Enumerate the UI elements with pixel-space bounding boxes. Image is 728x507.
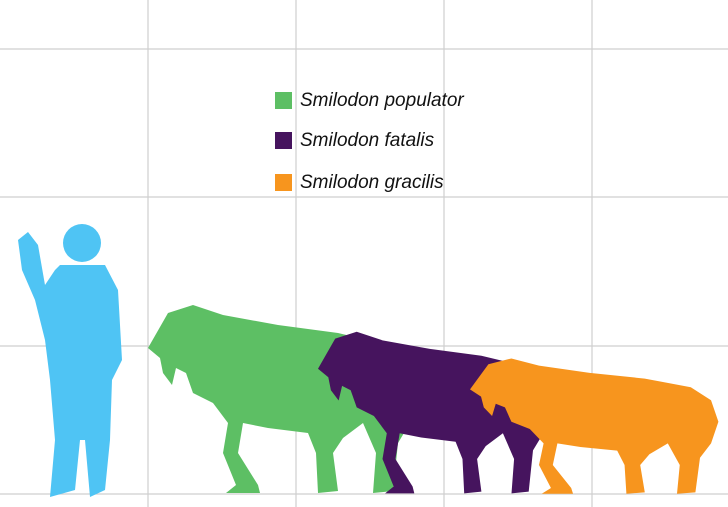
legend-swatch	[275, 92, 292, 109]
human-body	[18, 232, 122, 497]
human-head	[63, 224, 101, 262]
human-silhouette	[18, 224, 122, 497]
legend-label: Smilodon fatalis	[300, 130, 435, 151]
legend-swatch	[275, 174, 292, 191]
legend: Smilodon populator Smilodon fatalis Smilod…	[275, 90, 464, 193]
legend-swatch	[275, 132, 292, 149]
legend-label: Smilodon populator	[300, 90, 464, 111]
legend-label: Smilodon gracilis	[300, 172, 444, 193]
